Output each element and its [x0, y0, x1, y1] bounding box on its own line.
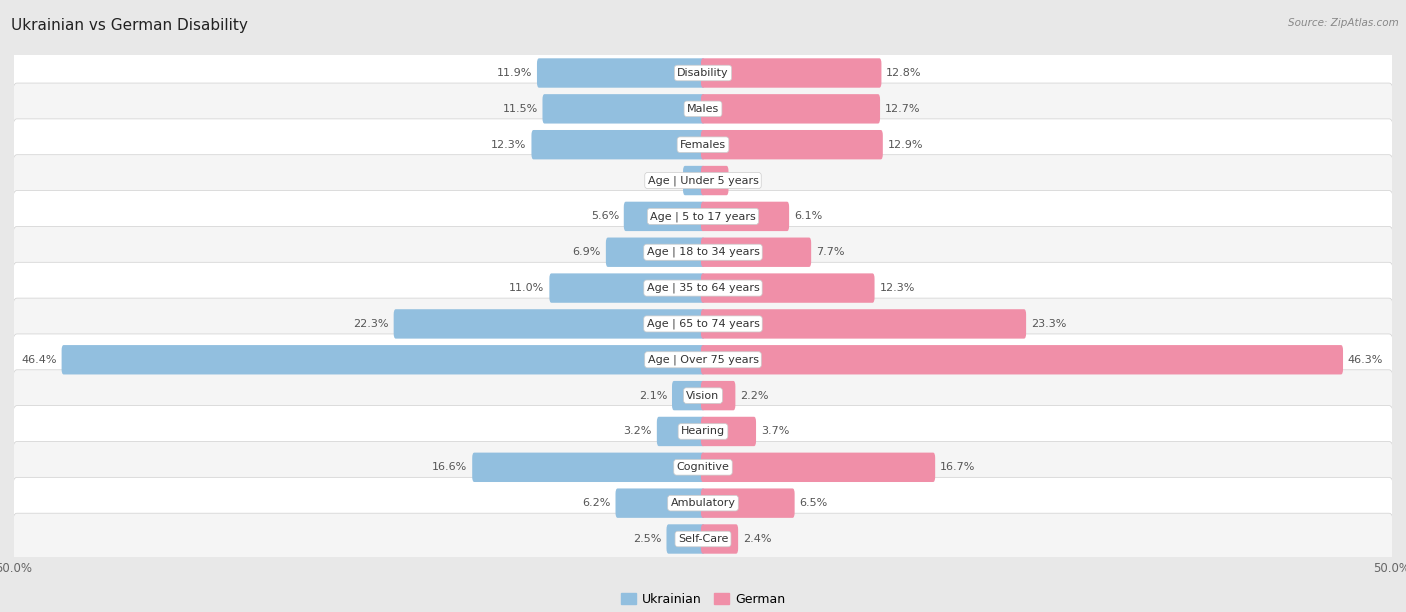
- FancyBboxPatch shape: [13, 190, 1393, 242]
- Text: Disability: Disability: [678, 68, 728, 78]
- FancyBboxPatch shape: [13, 406, 1393, 457]
- Text: 12.3%: 12.3%: [491, 140, 527, 150]
- FancyBboxPatch shape: [394, 309, 704, 338]
- FancyBboxPatch shape: [702, 166, 728, 195]
- FancyBboxPatch shape: [531, 130, 704, 159]
- FancyBboxPatch shape: [702, 58, 882, 88]
- FancyBboxPatch shape: [13, 370, 1393, 422]
- Text: 1.7%: 1.7%: [734, 176, 762, 185]
- Text: 2.1%: 2.1%: [638, 390, 668, 401]
- FancyBboxPatch shape: [616, 488, 704, 518]
- Text: Age | 5 to 17 years: Age | 5 to 17 years: [650, 211, 756, 222]
- FancyBboxPatch shape: [550, 274, 704, 303]
- Text: 7.7%: 7.7%: [815, 247, 845, 257]
- Text: 12.9%: 12.9%: [887, 140, 924, 150]
- FancyBboxPatch shape: [13, 298, 1393, 349]
- FancyBboxPatch shape: [666, 524, 704, 554]
- Text: Cognitive: Cognitive: [676, 462, 730, 472]
- FancyBboxPatch shape: [702, 417, 756, 446]
- Text: Vision: Vision: [686, 390, 720, 401]
- FancyBboxPatch shape: [13, 263, 1393, 314]
- FancyBboxPatch shape: [537, 58, 704, 88]
- Text: 46.4%: 46.4%: [21, 355, 56, 365]
- Text: Hearing: Hearing: [681, 427, 725, 436]
- FancyBboxPatch shape: [13, 119, 1393, 171]
- FancyBboxPatch shape: [702, 488, 794, 518]
- Text: 2.5%: 2.5%: [633, 534, 662, 544]
- FancyBboxPatch shape: [702, 453, 935, 482]
- Text: 16.7%: 16.7%: [941, 462, 976, 472]
- Text: Ukrainian vs German Disability: Ukrainian vs German Disability: [11, 18, 247, 34]
- Text: 6.1%: 6.1%: [794, 211, 823, 222]
- Text: 46.3%: 46.3%: [1348, 355, 1384, 365]
- FancyBboxPatch shape: [624, 202, 704, 231]
- FancyBboxPatch shape: [13, 513, 1393, 565]
- FancyBboxPatch shape: [702, 94, 880, 124]
- FancyBboxPatch shape: [683, 166, 704, 195]
- FancyBboxPatch shape: [13, 155, 1393, 206]
- Text: Females: Females: [681, 140, 725, 150]
- Text: 12.3%: 12.3%: [879, 283, 915, 293]
- FancyBboxPatch shape: [702, 202, 789, 231]
- Text: Age | 35 to 64 years: Age | 35 to 64 years: [647, 283, 759, 293]
- Text: 2.4%: 2.4%: [742, 534, 772, 544]
- FancyBboxPatch shape: [657, 417, 704, 446]
- FancyBboxPatch shape: [702, 345, 1343, 375]
- FancyBboxPatch shape: [702, 381, 735, 410]
- Text: 22.3%: 22.3%: [353, 319, 389, 329]
- FancyBboxPatch shape: [606, 237, 704, 267]
- Text: Age | Over 75 years: Age | Over 75 years: [648, 354, 758, 365]
- FancyBboxPatch shape: [702, 524, 738, 554]
- Text: Source: ZipAtlas.com: Source: ZipAtlas.com: [1288, 18, 1399, 28]
- FancyBboxPatch shape: [702, 274, 875, 303]
- FancyBboxPatch shape: [702, 130, 883, 159]
- Text: 1.3%: 1.3%: [650, 176, 678, 185]
- Text: 3.7%: 3.7%: [761, 427, 789, 436]
- Text: 11.5%: 11.5%: [502, 104, 537, 114]
- FancyBboxPatch shape: [672, 381, 704, 410]
- Text: Males: Males: [688, 104, 718, 114]
- Text: 6.9%: 6.9%: [572, 247, 600, 257]
- Text: Age | 65 to 74 years: Age | 65 to 74 years: [647, 319, 759, 329]
- Text: Self-Care: Self-Care: [678, 534, 728, 544]
- Text: 6.2%: 6.2%: [582, 498, 610, 508]
- Text: 2.2%: 2.2%: [740, 390, 769, 401]
- Text: 11.9%: 11.9%: [496, 68, 531, 78]
- FancyBboxPatch shape: [702, 237, 811, 267]
- Text: Ambulatory: Ambulatory: [671, 498, 735, 508]
- Legend: Ukrainian, German: Ukrainian, German: [616, 588, 790, 611]
- Text: 12.8%: 12.8%: [886, 68, 922, 78]
- FancyBboxPatch shape: [472, 453, 704, 482]
- FancyBboxPatch shape: [13, 477, 1393, 529]
- FancyBboxPatch shape: [13, 83, 1393, 135]
- Text: Age | Under 5 years: Age | Under 5 years: [648, 175, 758, 186]
- Text: 16.6%: 16.6%: [432, 462, 467, 472]
- FancyBboxPatch shape: [13, 334, 1393, 386]
- Text: 3.2%: 3.2%: [624, 427, 652, 436]
- Text: Age | 18 to 34 years: Age | 18 to 34 years: [647, 247, 759, 258]
- Text: 12.7%: 12.7%: [884, 104, 921, 114]
- Text: 11.0%: 11.0%: [509, 283, 544, 293]
- Text: 23.3%: 23.3%: [1031, 319, 1066, 329]
- FancyBboxPatch shape: [13, 441, 1393, 493]
- Text: 6.5%: 6.5%: [800, 498, 828, 508]
- FancyBboxPatch shape: [543, 94, 704, 124]
- FancyBboxPatch shape: [13, 226, 1393, 278]
- FancyBboxPatch shape: [13, 47, 1393, 99]
- FancyBboxPatch shape: [62, 345, 704, 375]
- Text: 5.6%: 5.6%: [591, 211, 619, 222]
- FancyBboxPatch shape: [702, 309, 1026, 338]
